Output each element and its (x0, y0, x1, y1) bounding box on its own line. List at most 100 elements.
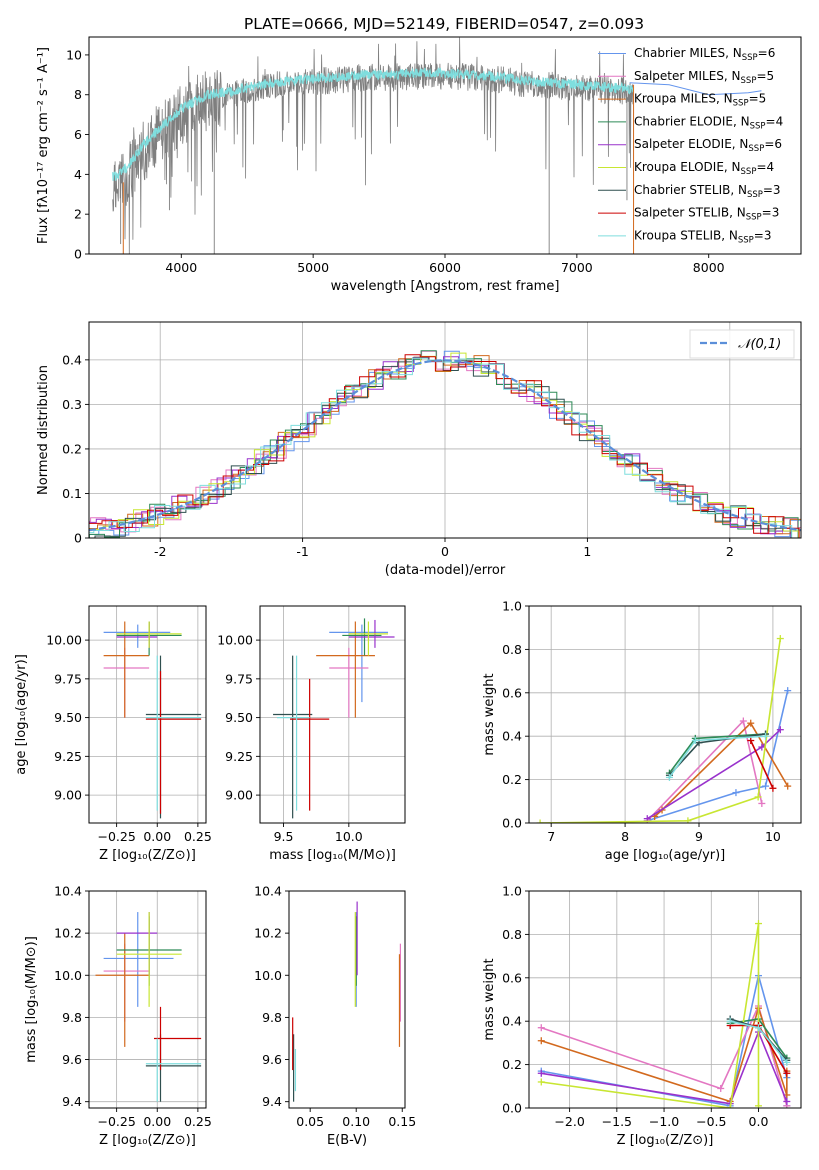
y-axis-label: mass weight (482, 958, 497, 1040)
weight-marker (758, 743, 766, 751)
y-tick-label: 1.0 (502, 884, 522, 899)
legend-text: =6 (758, 46, 776, 60)
plot-area (292, 901, 401, 1102)
x-tick-label: −0.25 (97, 829, 135, 844)
y-tick-label: 9.00 (54, 788, 82, 803)
x-tick-label: 0.05 (296, 1114, 324, 1129)
legend-subscript: SSP (747, 190, 763, 200)
legend-entry: Kroupa MILES, NSSP=5 (634, 92, 766, 109)
y-tick-label: 10.4 (54, 884, 82, 899)
legend-subscript: SSP (738, 235, 754, 245)
legend-subscript: SSP (746, 213, 762, 223)
weight-marker (769, 784, 777, 792)
y-tick-label: 10.00 (217, 633, 253, 648)
error-cross (290, 678, 330, 811)
panel-mass_vs_EBV: 0.05 0.10 0.15 9.4 9.6 9.8 10.0 10.2 10.4 E(B-V) (254, 884, 416, 1149)
legend-entry: Chabrier ELODIE, NSSP=4 (634, 114, 783, 131)
error-cross (116, 912, 158, 976)
residual-histogram (89, 354, 801, 538)
weight-marker (665, 773, 673, 781)
y-tick-label: 0.2 (502, 1057, 522, 1072)
legend-text: =3 (762, 206, 780, 220)
y-axis-label: age [log₁₀(age/yr)] (14, 654, 29, 775)
legend-text: =5 (749, 92, 767, 106)
error-cross (145, 655, 202, 811)
y-tick-label: 0.2 (62, 441, 82, 456)
y-tick-label: 0.3 (62, 397, 82, 412)
y-tick-label: 10.0 (54, 968, 82, 983)
y-tick-label: 9.8 (262, 1010, 282, 1025)
x-axis-label: Z [log₁₀(Z/Z⊙)] (617, 1133, 714, 1148)
x-tick-label: 9 (695, 829, 703, 844)
weight-marker (784, 687, 792, 695)
weight-marker (726, 1104, 734, 1108)
residual-histogram (89, 357, 801, 538)
x-tick-label: 10 (765, 829, 781, 844)
x-axis-label: Z [log₁₀(Z/Z⊙)] (99, 848, 196, 863)
weight-marker (783, 1058, 791, 1066)
plot-area (89, 891, 206, 1108)
error-cross (116, 621, 182, 648)
error-cross (329, 624, 389, 703)
gaussian-curve (89, 359, 801, 532)
x-tick-label: −0.5 (696, 1114, 726, 1129)
weight-marker (747, 719, 755, 727)
y-tick-label: 9.4 (262, 1094, 282, 1109)
y-tick-label: 0.4 (502, 1014, 522, 1029)
y-tick-label: 0.0 (502, 1101, 522, 1116)
x-tick-label: 0.00 (143, 829, 171, 844)
model-red-extension (629, 82, 762, 96)
error-cross (116, 621, 158, 648)
plot-area (260, 606, 405, 823)
weight-marker (537, 1024, 545, 1032)
weight-line (541, 1029, 788, 1105)
y-tick-label: 4 (74, 167, 82, 182)
y-tick-label: 9.25 (225, 749, 253, 764)
y-tick-label: 9.75 (225, 671, 253, 686)
weight-marker (536, 819, 544, 823)
weight-marker (762, 782, 770, 790)
x-axis-label: Z [log₁₀(Z/Z⊙)] (99, 1133, 196, 1148)
x-tick-label: 0.25 (184, 829, 212, 844)
plot-area (112, 37, 762, 254)
x-axis-label: mass [log₁₀(M/M⊙)] (269, 848, 396, 863)
y-tick-label: 0.6 (502, 970, 522, 985)
x-tick-label: -2 (154, 544, 166, 559)
weight-line (647, 690, 789, 822)
legend-text: =5 (756, 69, 774, 83)
figure-title: PLATE=0666, MJD=52149, FIBERID=0547, z=0… (244, 15, 644, 33)
legend-text: Kroupa ELODIE, N (634, 160, 741, 174)
y-tick-label: 0.4 (62, 352, 82, 367)
x-tick-label: 2 (726, 544, 734, 559)
weight-marker (784, 782, 792, 790)
legend-text: Salpeter STELIB, N (634, 206, 746, 220)
legend-subscript: SSP (748, 144, 764, 154)
error-cross (145, 655, 202, 819)
error-cross (348, 621, 389, 656)
legend-entry: Kroupa STELIB, NSSP=3 (634, 228, 772, 245)
legend-subscript: SSP (742, 53, 758, 63)
y-tick-label: 0.8 (502, 642, 522, 657)
weight-marker (747, 737, 755, 745)
x-tick-label: 10.0 (335, 829, 363, 844)
x-tick-label: −1.0 (649, 1114, 679, 1129)
legend-text: Chabrier STELIB, N (634, 183, 747, 197)
axes-frame (88, 890, 207, 1109)
weight-marker (755, 920, 762, 928)
weight-marker (755, 1024, 762, 1032)
y-tick-label: 1.0 (502, 599, 522, 614)
panel-age_vs_Z: −0.25 0.00 0.25 9.00 9.25 9.50 9.75 10.00 Z [log… (14, 605, 212, 863)
legend: 𝒩(0,1) (689, 329, 795, 359)
legend-entry: 𝒩(0,1) (738, 337, 781, 352)
plot-area (529, 891, 801, 1108)
y-tick-label: 0 (74, 247, 82, 262)
x-tick-label: 9.5 (274, 829, 294, 844)
x-tick-label: 0 (441, 544, 449, 559)
x-tick-label: 7 (547, 829, 555, 844)
legend-subscript: SSP (750, 121, 766, 131)
weight-marker (783, 1097, 791, 1105)
error-cross (116, 912, 182, 1007)
weight-line (646, 729, 781, 820)
